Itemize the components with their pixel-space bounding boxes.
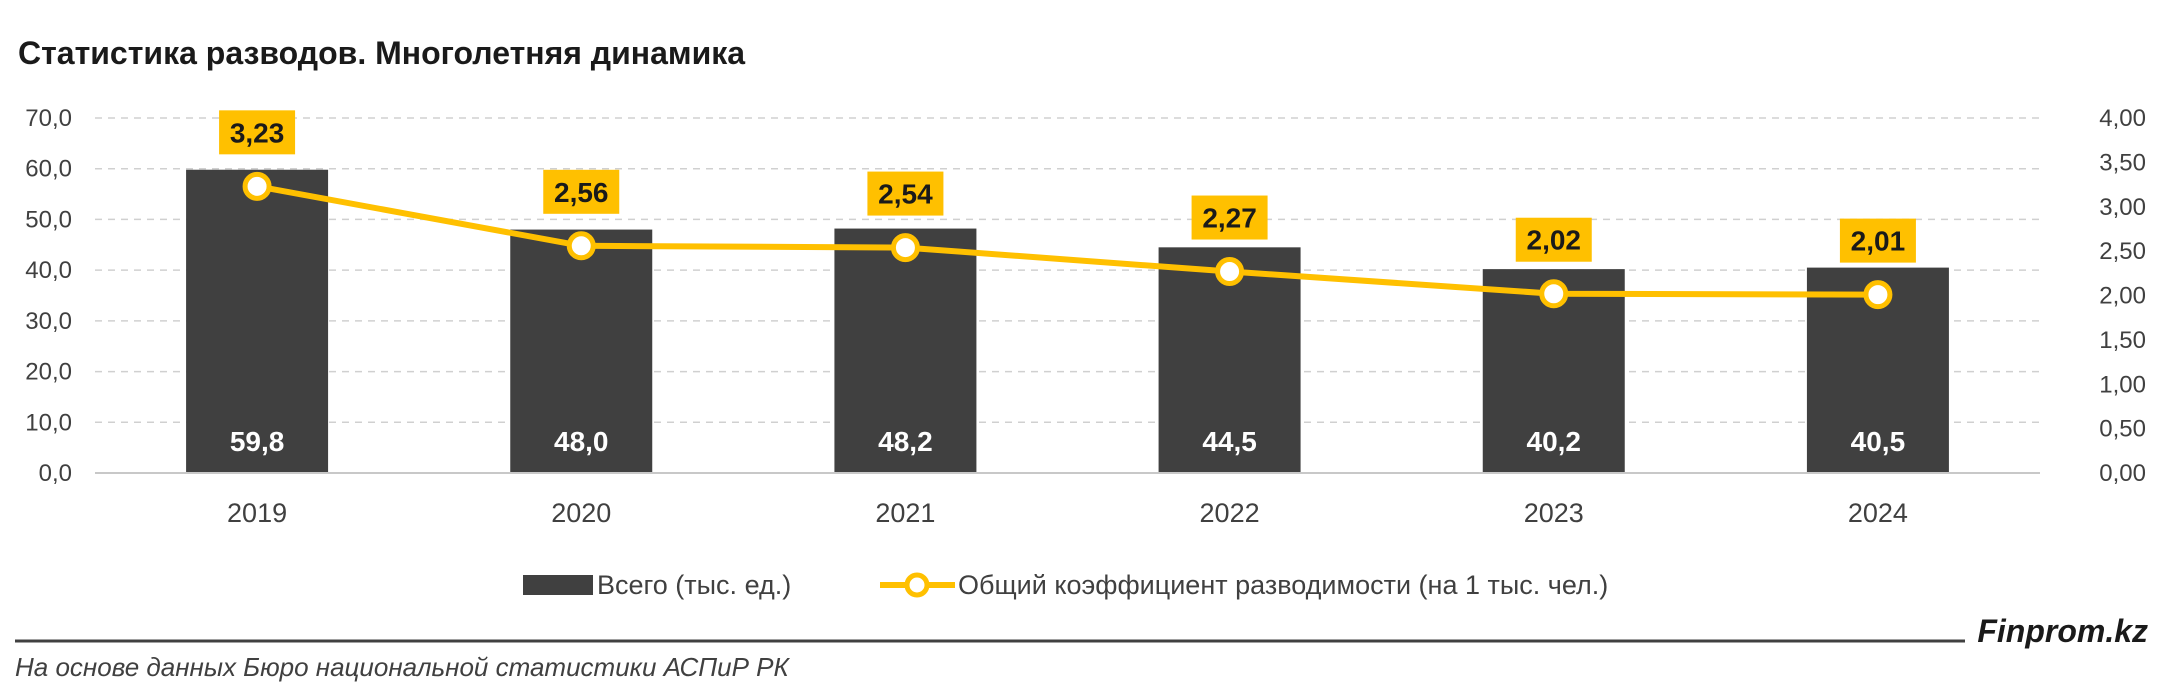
line-value-label: 2,02 [1527,225,1582,256]
left-tick-label: 30,0 [25,308,72,335]
line-value-label: 2,27 [1202,203,1257,234]
line-value-label: 2,01 [1851,226,1906,257]
x-tick-label: 2020 [551,498,611,528]
line-value-label: 3,23 [230,117,285,148]
line-label-box [219,110,296,155]
legend-bar-label: Всего (тыс. ед.) [597,570,791,600]
source-note: На основе данных Бюро национальной стати… [15,652,790,682]
bar-value-label: 40,5 [1851,426,1906,457]
x-tick-label: 2019 [227,498,287,528]
line-value-label: 2,56 [554,177,609,208]
legend-line-label: Общий коэффициент разводимости (на 1 тыс… [958,570,1608,600]
left-tick-label: 40,0 [25,257,72,284]
right-tick-label: 2,50 [2099,238,2146,265]
left-tick-label: 10,0 [25,409,72,436]
right-tick-label: 0,50 [2099,416,2146,443]
line-marker [1863,280,1893,310]
x-tick-label: 2022 [1200,498,1260,528]
bar [834,228,977,473]
x-axis-ticks: 2019 2020 2021 2022 2023 2024 [227,498,1908,528]
right-tick-label: 2,00 [2099,283,2146,310]
right-tick-label: 3,00 [2099,194,2146,221]
line-marker [242,171,272,201]
bar [510,229,653,473]
series-line [256,183,1878,298]
line-label-box [1839,218,1916,263]
line-marker [890,233,920,263]
left-tick-label: 20,0 [25,359,72,386]
left-axis-ticks: 0,0 10,0 20,0 30,0 40,0 50,0 60,0 70,0 [25,105,72,487]
x-tick-label: 2024 [1848,498,1908,528]
gridlines [95,117,2040,424]
bar-value-label: 59,8 [230,426,285,457]
left-tick-label: 50,0 [25,206,72,233]
line-marker [1215,257,1245,287]
x-tick-label: 2023 [1524,498,1584,528]
line-label-box [1515,217,1592,262]
right-tick-label: 4,00 [2099,105,2146,132]
line-label-box [867,171,944,216]
bar-value-label: 48,2 [878,426,933,457]
line-label-box [1191,195,1268,240]
bar-value-label: 48,0 [554,426,609,457]
chart-title: Статистика разводов. Многолетняя динамик… [18,35,745,71]
line-marker [1539,279,1569,309]
legend-bar-swatch [523,575,593,595]
line-series: 3,23 2,56 2,54 2,27 2,02 2,01 [219,110,1916,310]
right-tick-label: 0,00 [2099,460,2146,487]
line-marker [566,231,596,261]
right-tick-label: 1,00 [2099,371,2146,398]
legend: Всего (тыс. ед.) Общий коэффициент разво… [523,570,1608,600]
line-value-label: 2,54 [878,179,933,210]
left-tick-label: 70,0 [25,105,72,132]
right-axis-ticks: 0,00 0,50 1,00 1,50 2,00 2,50 3,00 3,50 4,00 [2099,105,2146,487]
brand-logo: Finprom.kz [1977,613,2148,649]
bar-series: 59,8 48,0 48,2 44,5 40,2 40,5 [186,169,1949,473]
bar [186,169,329,473]
legend-line-marker [904,572,930,598]
left-tick-label: 0,0 [39,460,72,487]
bar-value-label: 40,2 [1527,426,1582,457]
line-label-box [543,169,620,214]
x-tick-label: 2021 [875,498,935,528]
left-tick-label: 60,0 [25,156,72,183]
bar-value-label: 44,5 [1202,426,1257,457]
right-tick-label: 1,50 [2099,327,2146,354]
right-tick-label: 3,50 [2099,149,2146,176]
